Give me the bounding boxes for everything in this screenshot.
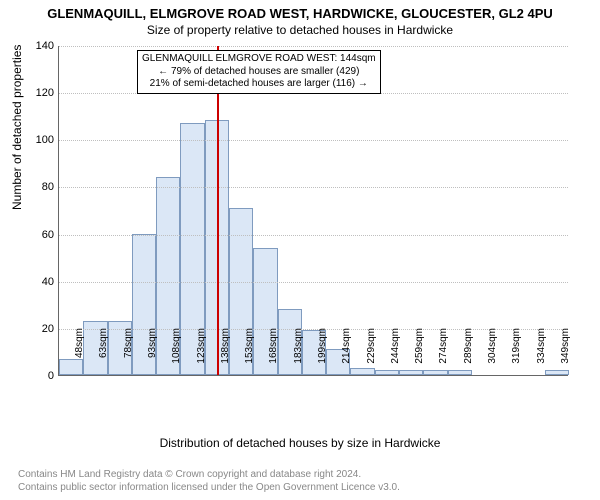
x-tick-label: 93sqm — [147, 328, 158, 378]
x-tick-label: 138sqm — [220, 328, 231, 378]
gridline — [59, 46, 568, 47]
y-tick-label: 0 — [14, 370, 54, 382]
reference-line — [217, 46, 219, 375]
chart-subtitle: Size of property relative to detached ho… — [0, 21, 600, 37]
credit-line: Contains HM Land Registry data © Crown c… — [18, 468, 400, 481]
x-tick-label: 304sqm — [487, 328, 498, 378]
x-tick-label: 244sqm — [390, 328, 401, 378]
x-tick-label: 63sqm — [98, 328, 109, 378]
y-tick-label: 60 — [14, 229, 54, 241]
x-tick-label: 289sqm — [463, 328, 474, 378]
chart-container: GLENMAQUILL, ELMGROVE ROAD WEST, HARDWIC… — [0, 0, 600, 500]
y-tick-label: 120 — [14, 87, 54, 99]
x-axis-label: Distribution of detached houses by size … — [0, 436, 600, 450]
x-tick-label: 319sqm — [511, 328, 522, 378]
y-tick-label: 140 — [14, 40, 54, 52]
address-title: GLENMAQUILL, ELMGROVE ROAD WEST, HARDWIC… — [0, 0, 600, 21]
x-tick-label: 214sqm — [341, 328, 352, 378]
y-tick-label: 40 — [14, 276, 54, 288]
y-tick-label: 20 — [14, 323, 54, 335]
y-tick-label: 80 — [14, 181, 54, 193]
x-tick-label: 48sqm — [74, 328, 85, 378]
plot-region: GLENMAQUILL ELMGROVE ROAD WEST: 144sqm ←… — [58, 46, 568, 376]
y-tick-label: 100 — [14, 134, 54, 146]
x-tick-label: 259sqm — [414, 328, 425, 378]
bars-group — [59, 46, 568, 375]
x-tick-label: 78sqm — [123, 328, 134, 378]
x-tick-label: 334sqm — [536, 328, 547, 378]
x-tick-label: 108sqm — [171, 328, 182, 378]
x-tick-label: 349sqm — [560, 328, 571, 378]
credits: Contains HM Land Registry data © Crown c… — [18, 468, 400, 494]
x-tick-label: 199sqm — [317, 328, 328, 378]
credit-line: Contains public sector information licen… — [18, 481, 400, 494]
gridline — [59, 140, 568, 141]
annotation-line: GLENMAQUILL ELMGROVE ROAD WEST: 144sqm — [142, 53, 376, 66]
annotation-box: GLENMAQUILL ELMGROVE ROAD WEST: 144sqm ←… — [137, 50, 381, 94]
gridline — [59, 282, 568, 283]
gridline — [59, 187, 568, 188]
annotation-line: ← 79% of detached houses are smaller (42… — [142, 66, 376, 79]
x-tick-label: 183sqm — [293, 328, 304, 378]
x-tick-label: 153sqm — [244, 328, 255, 378]
x-tick-label: 229sqm — [366, 328, 377, 378]
annotation-line: 21% of semi-detached houses are larger (… — [142, 78, 376, 91]
x-tick-label: 123sqm — [196, 328, 207, 378]
x-tick-label: 274sqm — [438, 328, 449, 378]
gridline — [59, 235, 568, 236]
chart-area: GLENMAQUILL ELMGROVE ROAD WEST: 144sqm ←… — [58, 46, 568, 396]
x-tick-label: 168sqm — [268, 328, 279, 378]
